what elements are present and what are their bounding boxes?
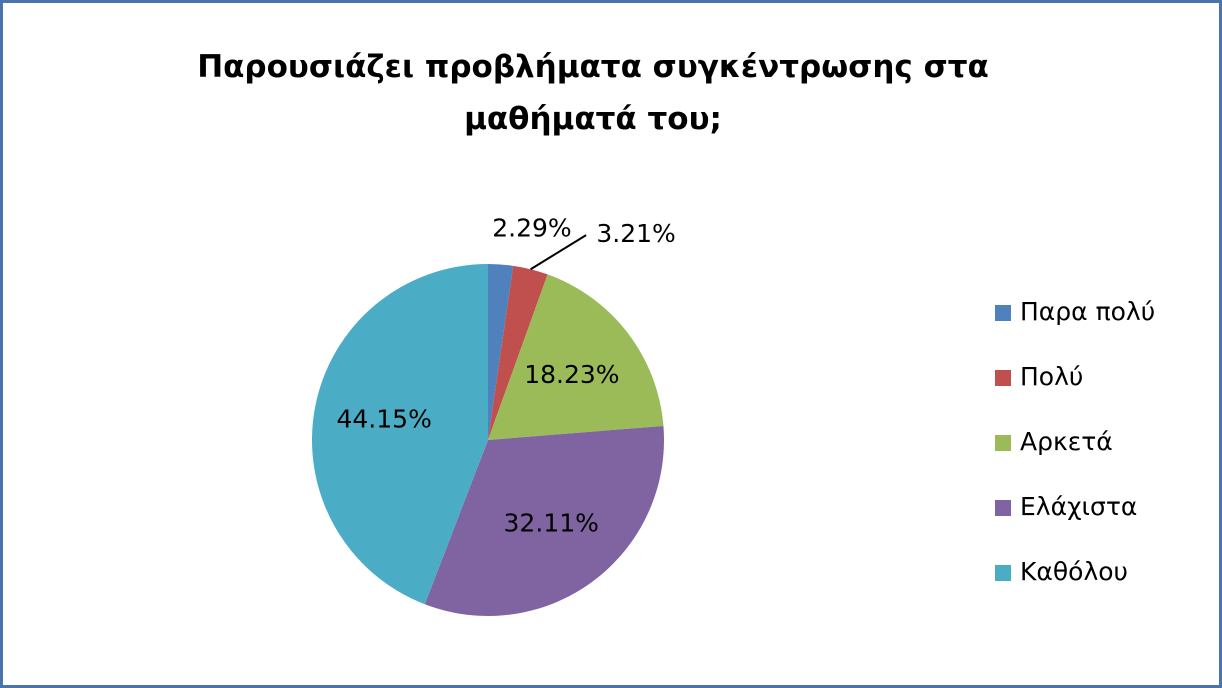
pie-slice bbox=[488, 264, 514, 440]
data-label: 44.15% bbox=[337, 405, 432, 434]
pie-slice bbox=[488, 265, 548, 440]
chart-title: Παρουσιάζει προβλήματα συγκέντρωσης στα … bbox=[197, 49, 989, 137]
leader-line bbox=[530, 234, 587, 271]
pie-slice bbox=[312, 264, 488, 605]
data-label: 32.11% bbox=[504, 509, 599, 538]
legend-swatch bbox=[995, 305, 1011, 321]
plot: 2.29% Παρα πολύ 3.21% Πολύ 18.23% Αρκετά 32.11… bbox=[312, 213, 1155, 616]
legend-swatch bbox=[995, 435, 1011, 451]
legend-label: Παρα πολύ bbox=[1020, 297, 1155, 326]
legend-label: Καθόλου bbox=[1020, 557, 1128, 586]
legend-label: Ελάχιστα bbox=[1020, 492, 1137, 521]
pie-slice bbox=[488, 274, 664, 440]
pie-slice bbox=[424, 425, 665, 616]
data-label: 3.21% bbox=[596, 219, 675, 248]
data-label: 2.29% bbox=[492, 213, 571, 242]
legend-label: Αρκετά bbox=[1020, 427, 1113, 456]
data-label: 18.23% bbox=[524, 360, 619, 389]
legend-swatch bbox=[995, 500, 1011, 516]
legend-swatch bbox=[995, 370, 1011, 386]
legend-label: Πολύ bbox=[1020, 362, 1083, 391]
legend-swatch bbox=[995, 565, 1011, 581]
